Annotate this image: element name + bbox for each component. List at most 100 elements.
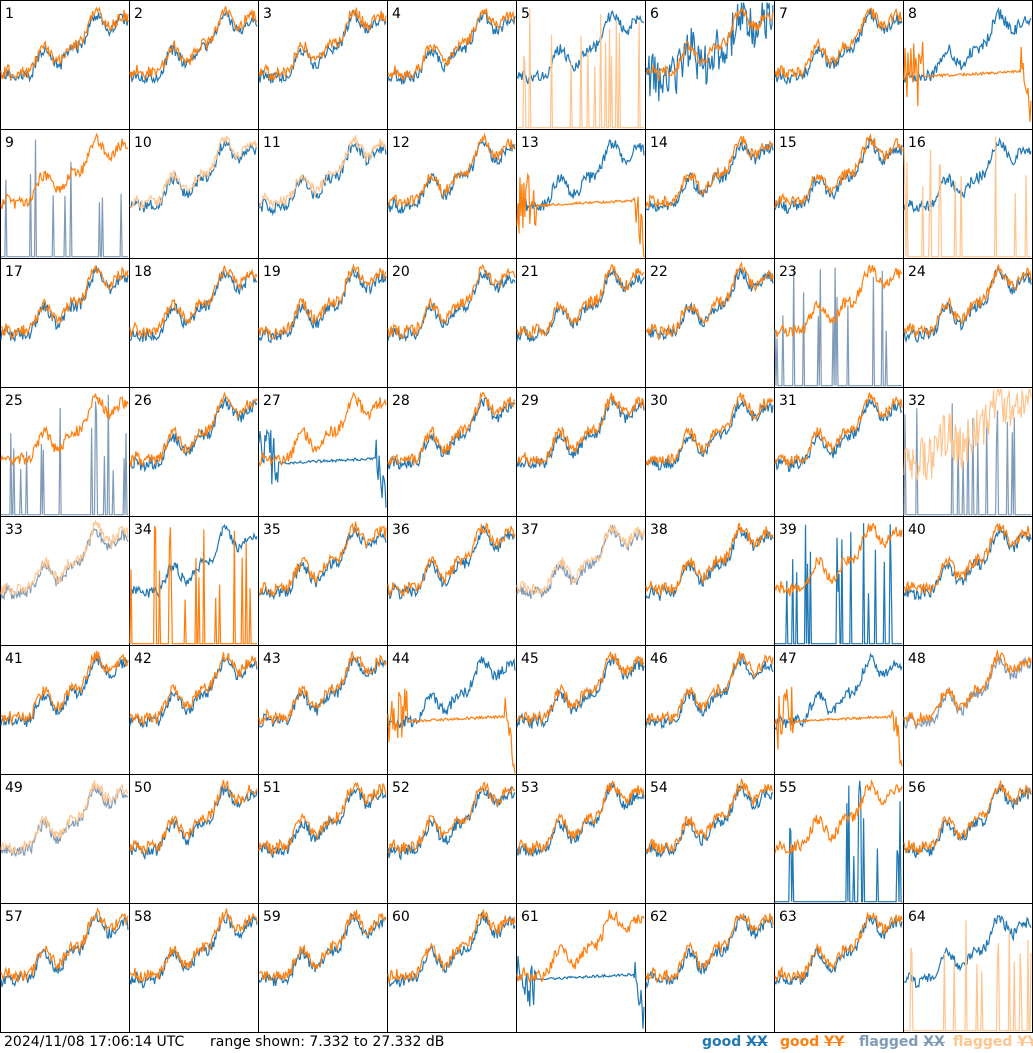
series-yy-line [387, 263, 516, 339]
panel-23: 23 [774, 258, 904, 388]
panel-25: 25 [0, 387, 130, 517]
series-xx-line [903, 403, 1031, 516]
series-yy-line [516, 909, 645, 983]
panel-61: 61 [516, 903, 646, 1033]
panel-label: 43 [263, 651, 281, 667]
series-yy-line [516, 651, 645, 727]
series-yy-line [903, 780, 1032, 855]
series-yy-line [903, 136, 1031, 258]
series-yy-line [516, 780, 645, 857]
series-yy-line [387, 132, 516, 208]
series-yy-line [0, 265, 129, 340]
panel-label: 25 [5, 393, 23, 409]
panel-label: 61 [521, 909, 539, 925]
panel-56: 56 [903, 774, 1033, 904]
panel-11: 11 [258, 129, 388, 259]
series-xx-line [129, 523, 258, 599]
series-yy-line [645, 136, 774, 209]
panel-35: 35 [258, 516, 388, 646]
series-xx-line [130, 269, 258, 343]
panel-13: 13 [516, 129, 646, 259]
series-xx-line [903, 137, 1032, 214]
panel-label: 35 [263, 522, 281, 538]
series-yy-line [774, 7, 903, 78]
panel-label: 41 [5, 651, 23, 667]
panel-label: 42 [134, 651, 152, 667]
panel-label: 22 [650, 264, 668, 280]
panel-6: 6 [645, 0, 775, 130]
timestamp: 2024/11/08 17:06:14 UTC [4, 1034, 185, 1050]
series-xx-line [903, 783, 1032, 859]
series-xx-line [645, 2, 774, 102]
series-yy-line [774, 264, 903, 338]
series-yy-line [903, 523, 1032, 595]
panel-label: 15 [779, 135, 797, 151]
panel-frame [129, 0, 259, 130]
legend-flagged-xx-pol: XX [923, 1034, 945, 1050]
series-xx-line [904, 915, 1032, 989]
series-yy-line [774, 522, 903, 597]
series-yy-line [129, 779, 258, 855]
panel-15: 15 [774, 129, 904, 259]
series-xx-line [0, 785, 129, 858]
panel-label: 30 [650, 393, 668, 409]
panel-27: 27 [258, 387, 388, 517]
panel-label: 31 [779, 393, 797, 409]
panel-label: 55 [779, 780, 797, 796]
panel-label: 60 [392, 909, 410, 925]
panel-19: 19 [258, 258, 388, 388]
panel-17: 17 [0, 258, 130, 388]
panel-12: 12 [387, 129, 517, 259]
panel-1: 1 [0, 0, 130, 130]
panel-53: 53 [516, 774, 646, 904]
panel-label: 26 [134, 393, 152, 409]
series-yy-line [387, 522, 516, 598]
legend-flagged-xx: flagged XX [859, 1034, 945, 1050]
series-yy-line [258, 521, 387, 597]
panel-label: 38 [650, 522, 668, 538]
series-xx-line [516, 525, 645, 599]
panel-frame [0, 129, 130, 259]
series-xx-line [387, 785, 516, 861]
panel-4: 4 [387, 0, 517, 130]
series-xx-line [774, 652, 903, 731]
panel-label: 16 [908, 135, 926, 151]
series-yy-line [387, 8, 516, 81]
series-yy-line [129, 135, 258, 210]
series-yy-line [516, 392, 645, 467]
series-xx-line [645, 784, 774, 859]
series-yy-line [774, 686, 903, 767]
panel-label: 23 [779, 264, 797, 280]
panel-label: 49 [5, 780, 23, 796]
panel-label: 39 [779, 522, 797, 538]
panel-63: 63 [774, 903, 904, 1033]
panel-26: 26 [129, 387, 259, 517]
series-xx-line [129, 913, 258, 989]
panel-label: 3 [263, 6, 272, 22]
series-yy-line [645, 523, 774, 596]
panel-label: 7 [779, 6, 788, 22]
panel-label: 20 [392, 264, 410, 280]
series-yy-line [645, 261, 774, 342]
series-xx-line [258, 655, 387, 728]
series-yy-line [516, 172, 645, 258]
panel-label: 58 [134, 909, 152, 925]
panel-34: 34 [129, 516, 259, 646]
panel-label: 45 [521, 651, 539, 667]
series-yy-line [129, 391, 258, 467]
series-yy-line [903, 264, 1032, 338]
series-xx-line [516, 139, 645, 214]
panel-49: 49 [0, 774, 130, 904]
panel-24: 24 [903, 258, 1033, 388]
series-xx-line [645, 653, 774, 730]
series-yy-line [258, 6, 387, 82]
panel-62: 62 [645, 903, 775, 1033]
panel-60: 60 [387, 903, 517, 1033]
series-yy-line [129, 6, 258, 80]
series-xx-line [774, 8, 903, 86]
panel-label: 12 [392, 135, 410, 151]
panel-33: 33 [0, 516, 130, 646]
panel-label: 33 [5, 522, 23, 538]
panel-label: 47 [779, 651, 797, 667]
series-yy-line [645, 777, 774, 855]
